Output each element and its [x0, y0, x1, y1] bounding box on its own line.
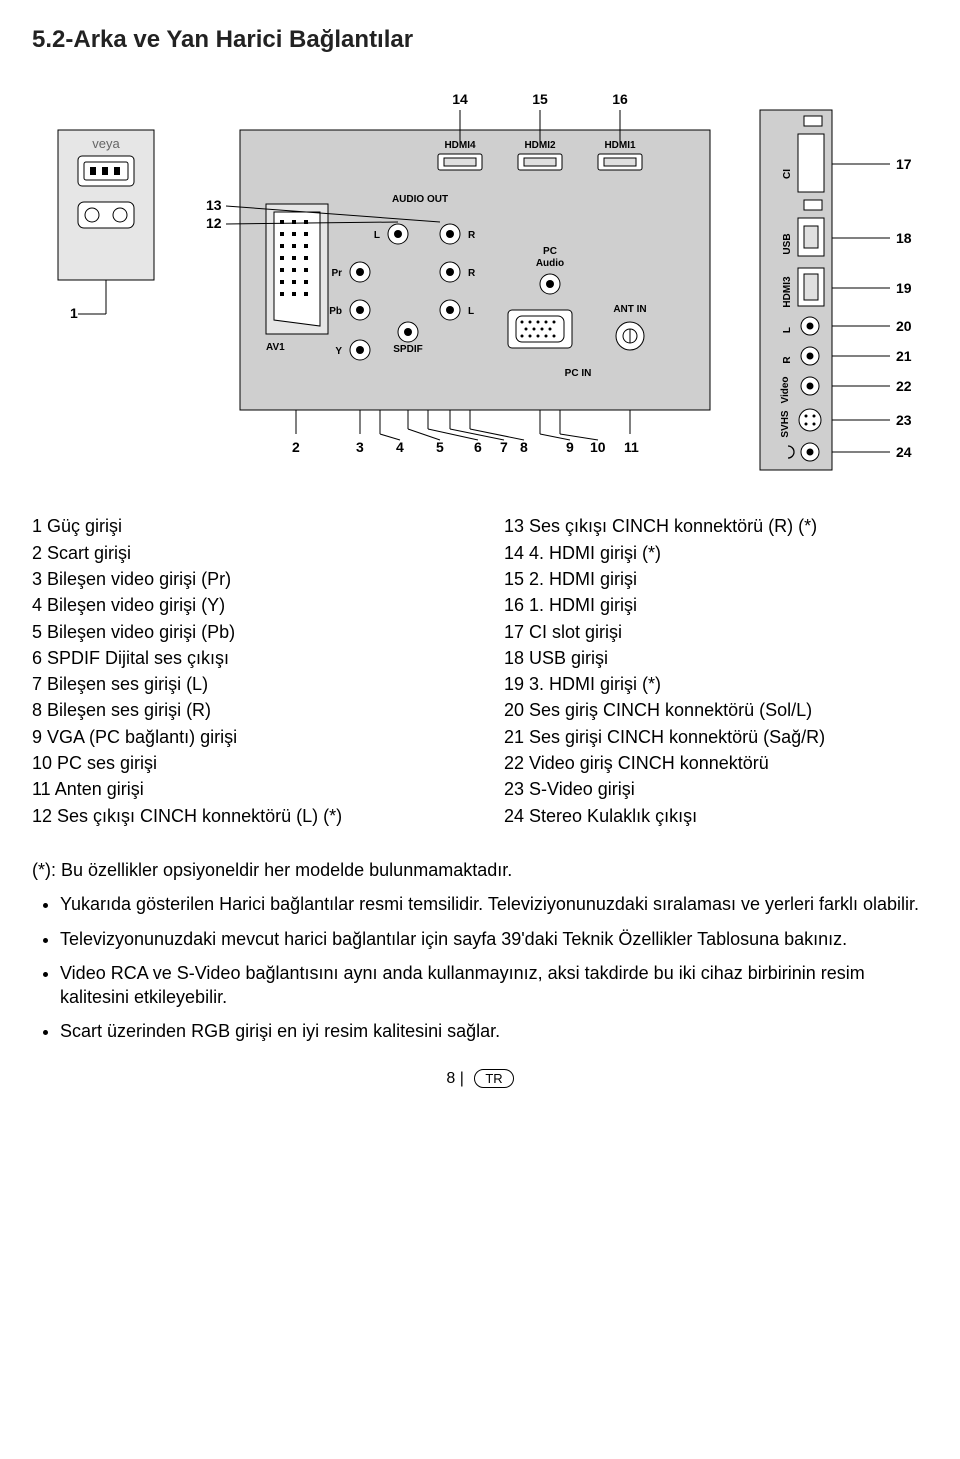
svg-text:USB: USB	[782, 234, 793, 255]
svg-text:21: 21	[896, 348, 912, 364]
svg-text:L: L	[374, 230, 380, 241]
note-item: Video RCA ve S-Video bağlantısını aynı a…	[60, 961, 928, 1010]
callout-12: 12	[206, 215, 222, 231]
svg-text:17: 17	[896, 156, 912, 172]
hdmi4: HDMI4	[438, 140, 482, 170]
scart-av1: AV1	[266, 204, 328, 353]
notes-list: Yukarıda gösterilen Harici bağlantılar r…	[32, 892, 928, 1043]
svg-text:18: 18	[896, 230, 912, 246]
page-num-value: 8	[446, 1070, 455, 1087]
note-item: Televizyonunuzdaki mevcut harici bağlant…	[60, 927, 928, 951]
svg-text:CI: CI	[782, 169, 793, 179]
legend-item: 19 3. HDMI girişi (*)	[504, 672, 928, 696]
legend-item: 21 Ses girişi CINCH konnektörü (Sağ/R)	[504, 725, 928, 749]
callout-16: 16	[612, 91, 628, 107]
legend-right: 13 Ses çıkışı CINCH konnektörü (R) (*) 1…	[504, 512, 928, 830]
svg-text:Video: Video	[780, 377, 791, 404]
svg-text:SVHS: SVHS	[780, 410, 791, 438]
svg-text:SPDIF: SPDIF	[393, 344, 422, 355]
svg-text:HDMI1: HDMI1	[604, 140, 636, 151]
legend-item: 3 Bileşen video girişi (Pr)	[32, 567, 456, 591]
legend-item: 4 Bileşen video girişi (Y)	[32, 593, 456, 617]
legend-item: 14 4. HDMI girişi (*)	[504, 541, 928, 565]
legend-item: 18 USB girişi	[504, 646, 928, 670]
diagram-svg: veya 1 14 15 16 HDMI4 HDMI2 HDMI1	[40, 74, 920, 494]
callout-1: 1	[70, 305, 78, 321]
svg-text:6: 6	[474, 439, 482, 455]
region-badge: TR	[474, 1069, 513, 1089]
svg-text:2: 2	[292, 439, 300, 455]
svg-text:AV1: AV1	[266, 342, 285, 353]
svg-text:PC IN: PC IN	[565, 368, 592, 379]
svg-text:R: R	[468, 230, 476, 241]
svg-text:24: 24	[896, 444, 912, 460]
note-item: Scart üzerinden RGB girişi en iyi resim …	[60, 1019, 928, 1043]
svg-text:Pb: Pb	[329, 306, 342, 317]
svg-text:5: 5	[436, 439, 444, 455]
right-callouts: 17 18 19 20 21 22 23 24	[832, 156, 912, 460]
legend-item: 1 Güç girişi	[32, 514, 456, 538]
legend-item: 16 1. HDMI girişi	[504, 593, 928, 617]
legend-item: 2 Scart girişi	[32, 541, 456, 565]
legend-columns: 1 Güç girişi 2 Scart girişi 3 Bileşen vi…	[32, 512, 928, 830]
svg-text:Pr: Pr	[331, 268, 342, 279]
svg-text:HDMI2: HDMI2	[524, 140, 556, 151]
callout-13: 13	[206, 197, 222, 213]
legend-item: 22 Video giriş CINCH konnektörü	[504, 751, 928, 775]
legend-item: 5 Bileşen video girişi (Pb)	[32, 620, 456, 644]
svg-text:ANT IN: ANT IN	[613, 304, 646, 315]
veya-label: veya	[92, 136, 120, 151]
svg-text:9: 9	[566, 439, 574, 455]
legend-item: 8 Bileşen ses girişi (R)	[32, 698, 456, 722]
hdmi2: HDMI2	[518, 140, 562, 170]
svg-text:R: R	[782, 356, 793, 364]
svg-text:11: 11	[624, 439, 639, 455]
legend-item: 10 PC ses girişi	[32, 751, 456, 775]
legend-left: 1 Güç girişi 2 Scart girişi 3 Bileşen vi…	[32, 512, 456, 830]
legend-item: 12 Ses çıkışı CINCH konnektörü (L) (*)	[32, 804, 456, 828]
svg-text:20: 20	[896, 318, 912, 334]
legend-item: 13 Ses çıkışı CINCH konnektörü (R) (*)	[504, 514, 928, 538]
svg-text:23: 23	[896, 412, 912, 428]
legend-item: 17 CI slot girişi	[504, 620, 928, 644]
legend-item: 7 Bileşen ses girişi (L)	[32, 672, 456, 696]
legend-item: 9 VGA (PC bağlantı) girişi	[32, 725, 456, 749]
power-block: veya	[58, 130, 154, 280]
svg-text:R: R	[468, 268, 476, 279]
svg-text:L: L	[782, 327, 793, 333]
svg-text:Y: Y	[335, 346, 342, 357]
bottom-callouts: 2 3 4 5 6 7 8 9 10 11	[292, 410, 639, 455]
svg-text:HDMI4: HDMI4	[444, 140, 476, 151]
hdmi1: HDMI1	[598, 140, 642, 170]
page-title: 5.2-Arka ve Yan Harici Bağlantılar	[32, 24, 928, 56]
svg-text:10: 10	[590, 439, 606, 455]
svg-text:4: 4	[396, 439, 404, 455]
legend-item: 6 SPDIF Dijital ses çıkışı	[32, 646, 456, 670]
note-item: Yukarıda gösterilen Harici bağlantılar r…	[60, 892, 928, 916]
page-sep: |	[460, 1070, 464, 1087]
connection-diagram: veya 1 14 15 16 HDMI4 HDMI2 HDMI1	[32, 74, 928, 494]
legend-item: 11 Anten girişi	[32, 777, 456, 801]
svg-text:19: 19	[896, 280, 912, 296]
svg-text:Audio: Audio	[536, 258, 564, 269]
legend-item: 23 S-Video girişi	[504, 777, 928, 801]
svg-text:HDMI3: HDMI3	[782, 276, 793, 308]
legend-item: 20 Ses giriş CINCH konnektörü (Sol/L)	[504, 698, 928, 722]
page-number: 8 | TR	[32, 1068, 928, 1090]
svg-text:3: 3	[356, 439, 364, 455]
svg-text:8: 8	[520, 439, 528, 455]
callout-15: 15	[532, 91, 548, 107]
legend-item: 24 Stereo Kulaklık çıkışı	[504, 804, 928, 828]
footnote: (*): Bu özellikler opsiyoneldir her mode…	[32, 858, 928, 882]
audio-out-label: AUDIO OUT	[392, 194, 448, 205]
svg-text:22: 22	[896, 378, 912, 394]
legend-item: 15 2. HDMI girişi	[504, 567, 928, 591]
callout-14: 14	[452, 91, 468, 107]
svg-text:7: 7	[500, 439, 508, 455]
svg-text:PC: PC	[543, 246, 557, 257]
svg-text:L: L	[468, 306, 474, 317]
